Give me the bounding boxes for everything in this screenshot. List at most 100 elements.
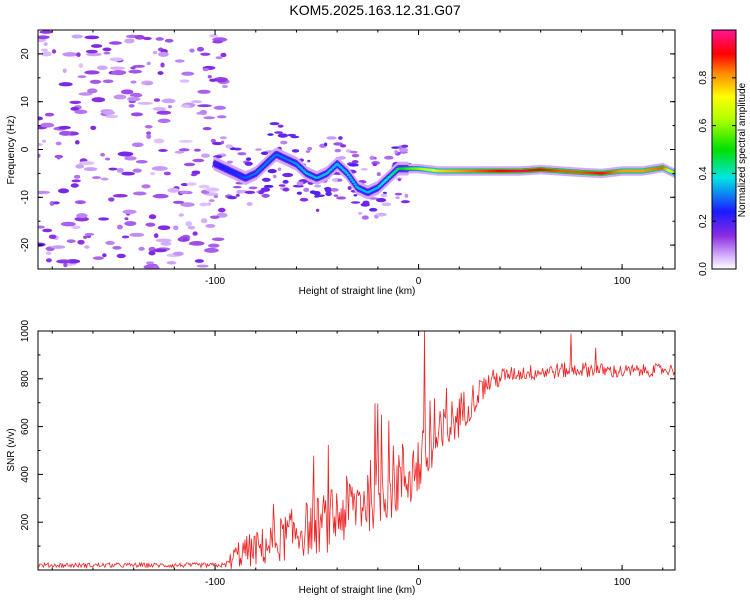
noise-blob [351,153,360,158]
noise-blob [155,37,164,41]
noise-blob [261,177,271,182]
noise-blob [38,242,46,247]
colorbar-tick-label: 0.4 [698,166,709,180]
noise-blob [245,157,252,161]
noise-blob [135,160,148,164]
noise-blob [108,41,123,45]
noise-blob [202,68,210,72]
noise-blob [369,155,375,160]
noise-blob [128,104,135,108]
noise-blob [71,179,81,183]
noise-blob [70,106,80,111]
noise-blob [157,71,164,75]
noise-blob [336,196,347,200]
y-tick-label: 400 [20,466,31,483]
noise-blob [98,217,110,221]
noise-blob [158,149,168,152]
noise-blob [278,184,286,187]
ridge-core [350,178,354,181]
noise-blob [400,200,410,204]
noise-blob [226,195,237,200]
noise-blob [56,155,61,160]
noise-blob [263,184,274,188]
noise-blob [91,176,102,180]
noise-blob [277,124,284,128]
noise-blob [212,40,223,44]
snr-ylabel: SNR (v/v) [6,428,17,471]
noise-blob [185,221,193,227]
noise-blob [71,225,81,230]
noise-blob [55,141,62,146]
snr-marks [38,331,675,570]
noise-blob [325,191,332,197]
noise-blob [348,163,359,167]
noise-blob [157,118,171,124]
noise-blob [183,162,196,167]
noise-blob [52,201,60,205]
noise-blob [124,217,129,221]
noise-blob [145,222,156,227]
noise-blob [85,49,98,54]
noise-blob [84,245,90,249]
noise-blob [244,190,256,194]
noise-blob [209,78,218,82]
noise-blob [137,101,153,105]
noise-blob [148,250,156,256]
noise-blob [232,185,242,189]
noise-blob [167,105,173,109]
noise-blob [178,139,193,143]
noise-blob [373,156,377,160]
noise-blob [282,187,290,192]
noise-blob [189,241,205,246]
noise-blob [200,218,208,224]
noise-blob [200,52,211,56]
noise-blob [207,243,220,248]
noise-blob [117,151,134,157]
noise-blob [351,159,359,164]
noise-blob [305,150,311,153]
noise-blob [105,240,115,246]
noise-blob [307,159,311,163]
noise-blob [291,149,300,153]
colorbar-tick-label: 0.2 [698,214,709,228]
noise-blob [203,116,216,120]
noise-blob [92,256,105,260]
noise-blob [203,247,219,253]
noise-blob [200,153,211,158]
noise-blob [197,46,205,52]
noise-blob [220,140,225,145]
noise-blob [375,212,387,217]
noise-blob [130,92,143,98]
ridge-core [353,183,357,186]
noise-blob [244,161,253,166]
noise-blob [45,258,52,263]
noise-blob [103,51,111,55]
noise-blob [131,142,144,148]
noise-blob [395,196,400,199]
noise-blob [369,207,378,212]
noise-blob [272,174,277,179]
noise-blob [174,150,185,154]
noise-blob [127,96,141,102]
noise-blob [384,155,394,160]
noise-blob [152,50,158,55]
noise-blob [163,171,171,176]
noise-blob [381,202,392,207]
noise-blob [124,156,137,161]
noise-blob [63,262,68,268]
noise-blob [217,79,227,83]
noise-blob [282,179,289,184]
noise-blob [362,200,370,206]
noise-blob [334,148,342,153]
noise-blob [166,261,177,265]
noise-blob [172,200,185,204]
noise-blob [207,202,212,206]
noise-blob [60,221,76,227]
noise-blob [152,193,169,199]
noise-blob [71,34,84,39]
noise-blob [246,202,253,206]
noise-blob [194,259,204,263]
noise-blob [74,216,89,222]
noise-blob [212,141,223,146]
